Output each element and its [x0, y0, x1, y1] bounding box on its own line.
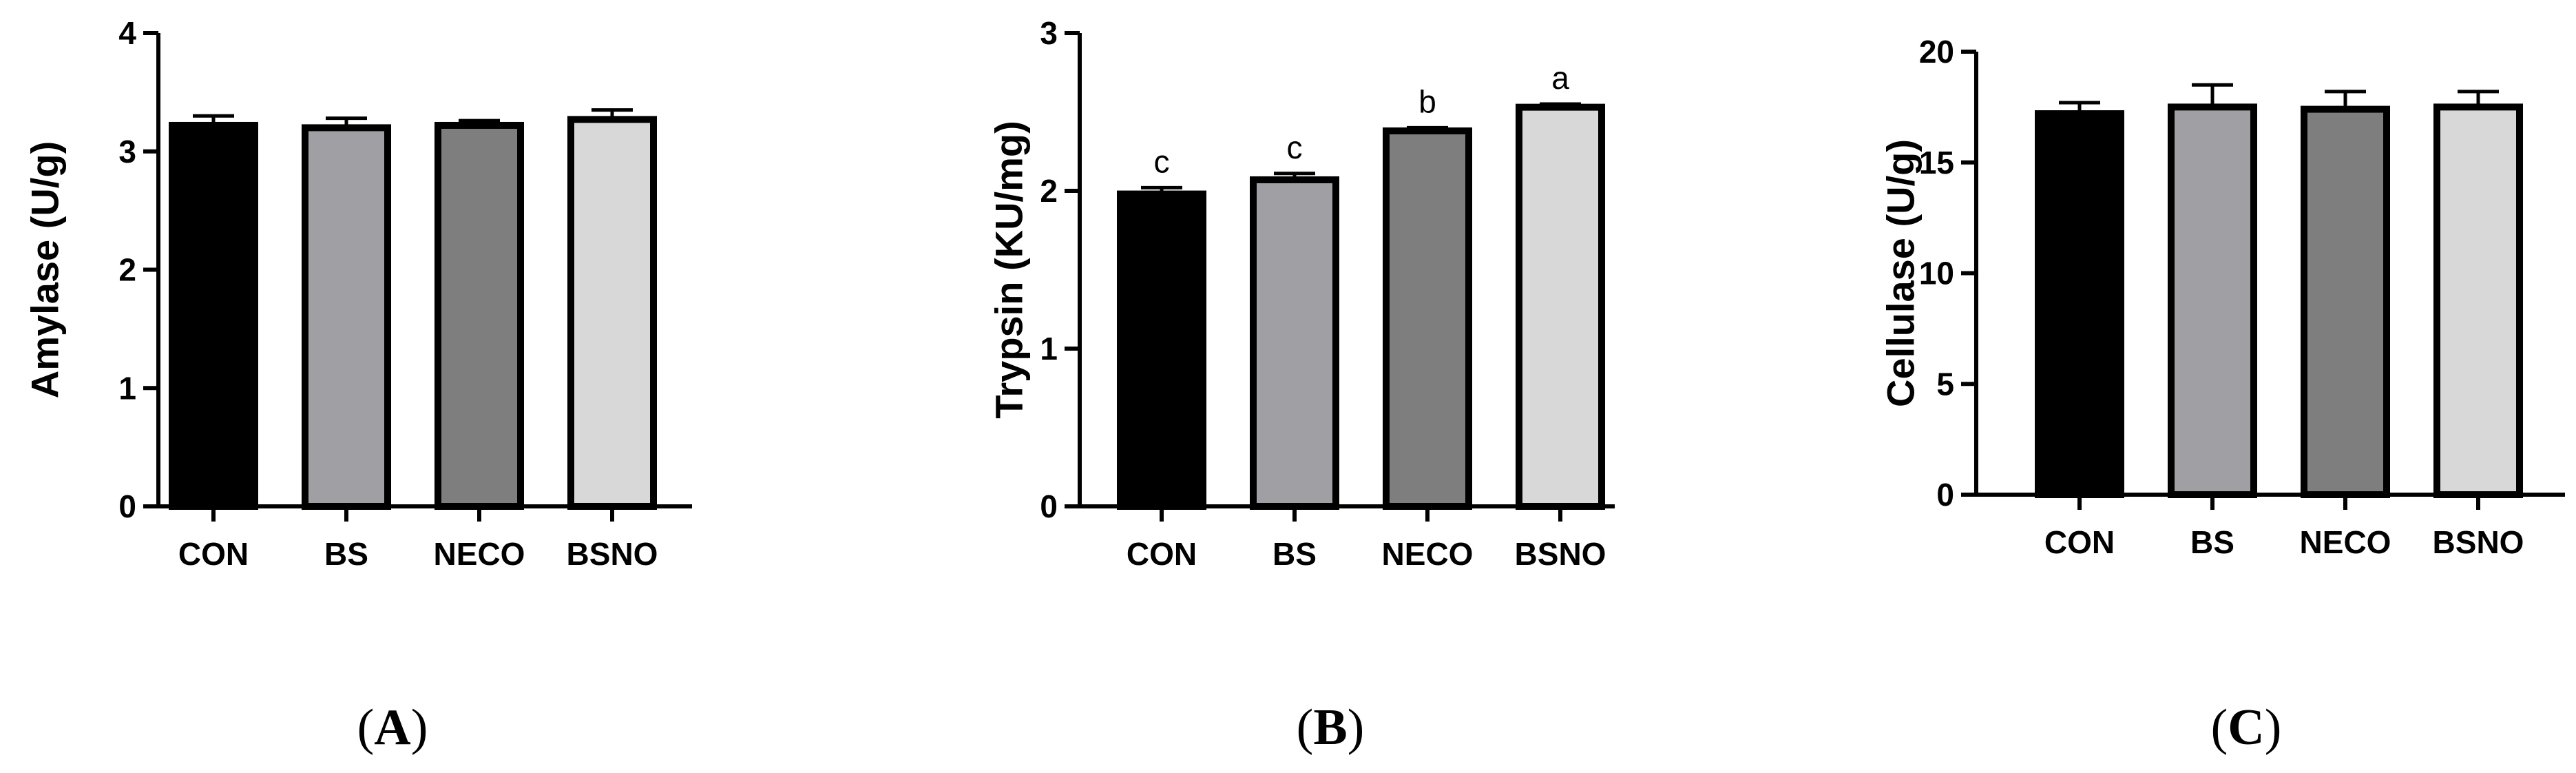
category-label: NECO: [434, 536, 525, 572]
category-label: BSNO: [2433, 524, 2524, 560]
category-label: BS: [1273, 536, 1317, 572]
panel-label-c: (C): [2211, 699, 2282, 756]
significance-letter: b: [1418, 83, 1436, 119]
y-tick-label: 20: [1919, 34, 1954, 70]
y-tick-label: 1: [118, 370, 136, 406]
panel-label-a: (A): [357, 699, 428, 756]
category-label: BS: [324, 536, 368, 572]
bar: [169, 121, 258, 510]
y-axis-title: Cellulase (U/g): [1879, 139, 1923, 407]
y-tick-label: 10: [1919, 256, 1954, 291]
bar: [2301, 105, 2390, 498]
category-label: CON: [2044, 524, 2115, 560]
category-label: BS: [2190, 524, 2234, 560]
category-label: CON: [1127, 536, 1197, 572]
y-tick-label: 1: [1040, 331, 1058, 367]
category-label: BSNO: [567, 536, 658, 572]
bar: [1117, 190, 1206, 510]
y-tick-label: 3: [1040, 15, 1058, 51]
y-tick-label: 2: [1040, 173, 1058, 209]
y-axis-title: Trypsin (KU/mg): [987, 121, 1031, 418]
category-label: NECO: [1382, 536, 1474, 572]
significance-letter: c: [1287, 130, 1303, 165]
y-axis-title: Amylase (U/g): [23, 141, 67, 398]
y-tick-label: 4: [118, 15, 136, 51]
bar: [1516, 103, 1605, 510]
category-label: CON: [178, 536, 249, 572]
bar: [2035, 110, 2124, 498]
bar: [2433, 103, 2523, 498]
y-tick-label: 15: [1919, 145, 1954, 181]
bar: [434, 121, 524, 510]
panel-label-b: (B): [1297, 699, 1365, 756]
bar: [1383, 127, 1472, 511]
y-tick-label: 5: [1936, 366, 1954, 402]
panel-b: 0 1 2 3 Trypsin (KU/mg) CON c BS c NECO b BSNO a: [987, 15, 1615, 572]
bar: [2168, 103, 2257, 498]
panel-c: 0 5 10 15 20 Cellulase (U/g) CON BS NECO BSNO: [1879, 34, 2565, 560]
y-tick-label: 3: [118, 134, 136, 169]
significance-letter: a: [1551, 60, 1569, 96]
bar: [1250, 176, 1339, 510]
y-tick-label: 2: [118, 252, 136, 288]
y-tick-label: 0: [118, 488, 136, 524]
category-label: BSNO: [1515, 536, 1606, 572]
bar: [567, 116, 657, 510]
significance-letter: c: [1154, 143, 1170, 179]
category-label: NECO: [2300, 524, 2391, 560]
bar: [302, 124, 391, 510]
panel-a: 0 1 2 3 4 Amylase (U/g) CON BS NECO BSNO: [23, 15, 692, 572]
y-tick-label: 0: [1936, 477, 1954, 513]
y-tick-label: 0: [1040, 488, 1058, 524]
